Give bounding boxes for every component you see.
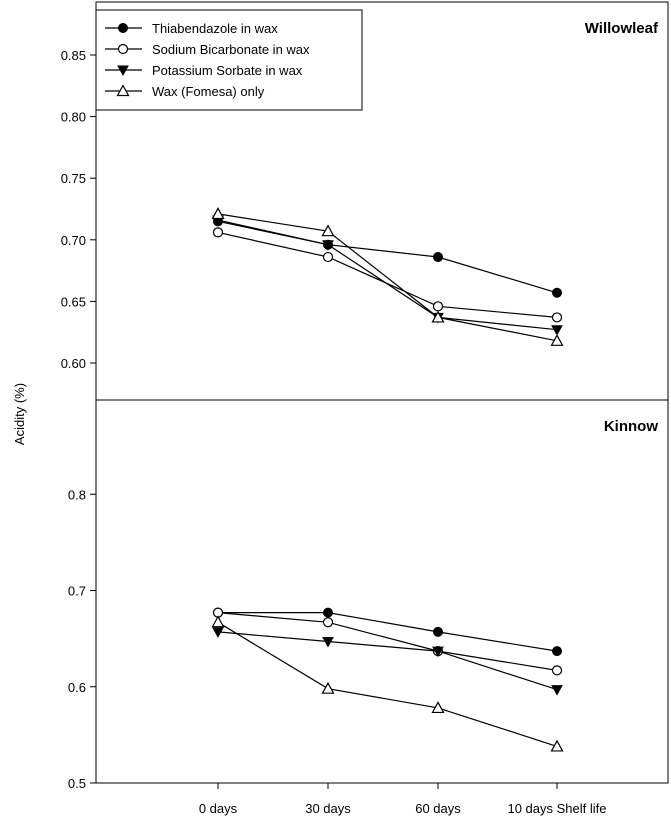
legend-marker: [118, 23, 128, 33]
legend-marker: [117, 65, 129, 77]
x-tick-label: 0 days: [199, 801, 238, 816]
y-tick-label: 0.65: [61, 294, 86, 309]
data-point: [431, 310, 445, 323]
data-point: [323, 607, 333, 618]
data-point: [550, 739, 564, 752]
x-axis-ticks: 0 days 30 days 60 days 10 days Shelf life: [199, 783, 607, 816]
y-tick-label: 0.75: [61, 171, 86, 186]
data-point: [322, 251, 334, 263]
y-tick-label: 0.70: [61, 233, 86, 248]
legend-box: [95, 9, 363, 111]
x-tick-label: 10 days Shelf life: [507, 801, 606, 816]
panel-title: Willowleaf: [585, 20, 659, 37]
series-line: [218, 611, 558, 652]
data-point: [211, 207, 225, 220]
y-tick-label: 0.5: [68, 776, 86, 791]
y-tick-label: 0.6: [68, 680, 86, 695]
legend-label: Thiabendazole in wax: [152, 21, 278, 36]
series-2: [212, 215, 563, 336]
series-line: [217, 631, 558, 691]
series-line: [217, 612, 558, 671]
legend-label: Sodium Bicarbonate in wax: [152, 42, 310, 57]
data-point: [432, 301, 444, 312]
data-point: [322, 617, 334, 628]
series-line: [217, 621, 558, 747]
legend-entry: Sodium Bicarbonate in wax: [105, 42, 310, 57]
chart-panels: 0.60 0.65 0.70 0.75 0.80 0.85 Willowleaf 0.5 0.6…: [61, 1, 669, 791]
y-tick-label: 0.80: [61, 110, 86, 125]
legend-entry: Potassium Sorbate in wax: [105, 63, 303, 78]
data-point: [550, 334, 564, 346]
legend-marker: [116, 84, 130, 97]
series-3: [211, 207, 564, 346]
data-point: [322, 240, 334, 251]
data-point: [212, 227, 224, 238]
series-line: [217, 213, 558, 342]
legend-label: Wax (Fomesa) only: [152, 84, 265, 99]
data-point: [211, 615, 225, 628]
data-point: [432, 646, 444, 658]
data-point: [321, 224, 335, 237]
data-point: [551, 312, 563, 323]
series-2: [212, 627, 563, 696]
series-line: [217, 231, 558, 318]
series-1: [212, 607, 563, 676]
data-point: [322, 637, 334, 648]
panel-frame: [95, 399, 669, 784]
data-point: [551, 325, 563, 336]
legend-marker: [117, 43, 129, 55]
series-0: [213, 216, 562, 298]
x-tick-label: 30 days: [305, 801, 351, 816]
series-line: [217, 219, 558, 331]
y-tick-label: 0.8: [68, 487, 86, 502]
data-point: [552, 646, 562, 657]
x-tick-label: 60 days: [415, 801, 461, 816]
panel-0: 0.60 0.65 0.70 0.75 0.80 0.85 Willowleaf: [61, 1, 669, 401]
panel-title: Kinnow: [604, 418, 658, 435]
legend-entry: Wax (Fomesa) only: [105, 84, 265, 99]
data-point: [433, 252, 443, 263]
y-axis-title: Acidity (%): [12, 383, 27, 445]
data-point: [212, 627, 224, 638]
legend-label: Potassium Sorbate in wax: [152, 63, 303, 78]
y-tick-label: 0.85: [61, 48, 86, 63]
data-point: [431, 701, 445, 714]
data-point: [551, 685, 563, 696]
data-point: [433, 626, 443, 637]
y-tick-label: 0.7: [68, 584, 86, 599]
legend-entries: Thiabendazole in wax Sodium Bicarbonate i…: [105, 21, 310, 99]
panel-1: 0.5 0.6 0.7 0.8 Kinnow: [68, 399, 669, 791]
y-tick-label: 0.60: [61, 356, 86, 371]
series-1: [212, 227, 563, 323]
legend: Thiabendazole in wax Sodium Bicarbonate i…: [95, 9, 363, 111]
data-point: [321, 681, 335, 694]
data-point: [552, 287, 562, 298]
legend-entry: Thiabendazole in wax: [105, 21, 278, 36]
series-3: [211, 615, 564, 752]
series-0: [213, 607, 562, 657]
data-point: [551, 665, 563, 676]
